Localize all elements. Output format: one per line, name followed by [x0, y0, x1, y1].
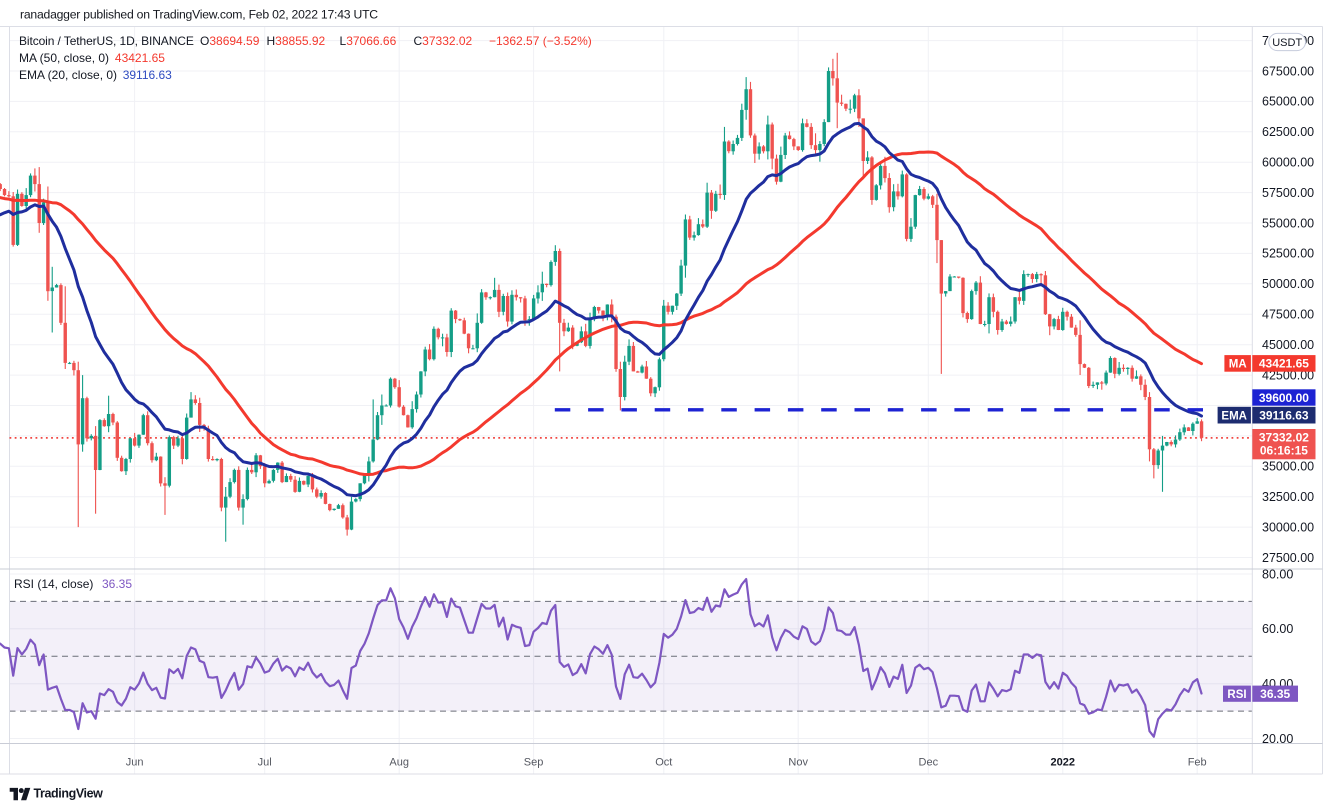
svg-text:27500.00: 27500.00 [1262, 551, 1314, 565]
svg-text:EMA: EMA [1221, 410, 1247, 422]
svg-text:39116.63: 39116.63 [123, 68, 172, 82]
svg-text:55000.00: 55000.00 [1262, 216, 1314, 230]
svg-text:47500.00: 47500.00 [1262, 308, 1314, 322]
svg-text:60.00: 60.00 [1262, 622, 1293, 636]
svg-text:06:16:15: 06:16:15 [1260, 444, 1308, 458]
svg-text:65000.00: 65000.00 [1262, 95, 1314, 109]
svg-text:MA: MA [1229, 359, 1247, 371]
svg-text:O38694.59: O38694.59 [200, 34, 260, 48]
svg-text:60000.00: 60000.00 [1262, 156, 1314, 170]
svg-text:Nov: Nov [788, 757, 808, 769]
svg-text:ranadagger published on Tradin: ranadagger published on TradingView.com,… [20, 8, 378, 22]
svg-text:Sep: Sep [524, 757, 544, 769]
svg-text:20.00: 20.00 [1262, 732, 1293, 746]
svg-text:2022: 2022 [1051, 757, 1075, 769]
svg-text:Dec: Dec [919, 757, 939, 769]
svg-text:H38855.92: H38855.92 [267, 34, 326, 48]
svg-text:45000.00: 45000.00 [1262, 338, 1314, 352]
svg-text:57500.00: 57500.00 [1262, 186, 1314, 200]
svg-text:RSI: RSI [1227, 689, 1246, 701]
svg-text:36.35: 36.35 [1260, 687, 1290, 701]
svg-text:Jul: Jul [258, 757, 272, 769]
svg-text:32500.00: 32500.00 [1262, 490, 1314, 504]
svg-text:39600.00: 39600.00 [1259, 391, 1309, 405]
svg-text:80.00: 80.00 [1262, 567, 1293, 581]
svg-text:52500.00: 52500.00 [1262, 247, 1314, 261]
svg-text:Oct: Oct [655, 757, 672, 769]
svg-text:Jun: Jun [126, 757, 144, 769]
svg-text:TradingView: TradingView [34, 787, 104, 801]
svg-text:C37332.02: C37332.02 [414, 34, 473, 48]
svg-text:43421.65: 43421.65 [1259, 357, 1309, 371]
svg-text:L37066.66: L37066.66 [340, 34, 397, 48]
svg-text:35000.00: 35000.00 [1262, 460, 1314, 474]
svg-text:36.35: 36.35 [102, 577, 132, 591]
svg-text:42500.00: 42500.00 [1262, 368, 1314, 382]
svg-text:Feb: Feb [1188, 757, 1207, 769]
svg-text:30000.00: 30000.00 [1262, 520, 1314, 534]
svg-text:USDT: USDT [1272, 37, 1302, 49]
svg-text:RSI (14, close): RSI (14, close) [14, 577, 93, 591]
svg-text:37332.02: 37332.02 [1259, 430, 1309, 444]
svg-text:39116.63: 39116.63 [1259, 408, 1309, 422]
svg-text:MA (50, close, 0): MA (50, close, 0) [19, 51, 109, 65]
svg-text:62500.00: 62500.00 [1262, 125, 1314, 139]
svg-text:Aug: Aug [389, 757, 409, 769]
svg-text:−1362.57 (−3.52%): −1362.57 (−3.52%) [489, 34, 592, 48]
svg-text:50000.00: 50000.00 [1262, 277, 1314, 291]
svg-text:Bitcoin / TetherUS, 1D, BINANC: Bitcoin / TetherUS, 1D, BINANCE [19, 34, 194, 48]
svg-text:EMA (20, close, 0): EMA (20, close, 0) [19, 68, 117, 82]
svg-text:43421.65: 43421.65 [115, 51, 165, 65]
svg-text:67500.00: 67500.00 [1262, 64, 1314, 78]
